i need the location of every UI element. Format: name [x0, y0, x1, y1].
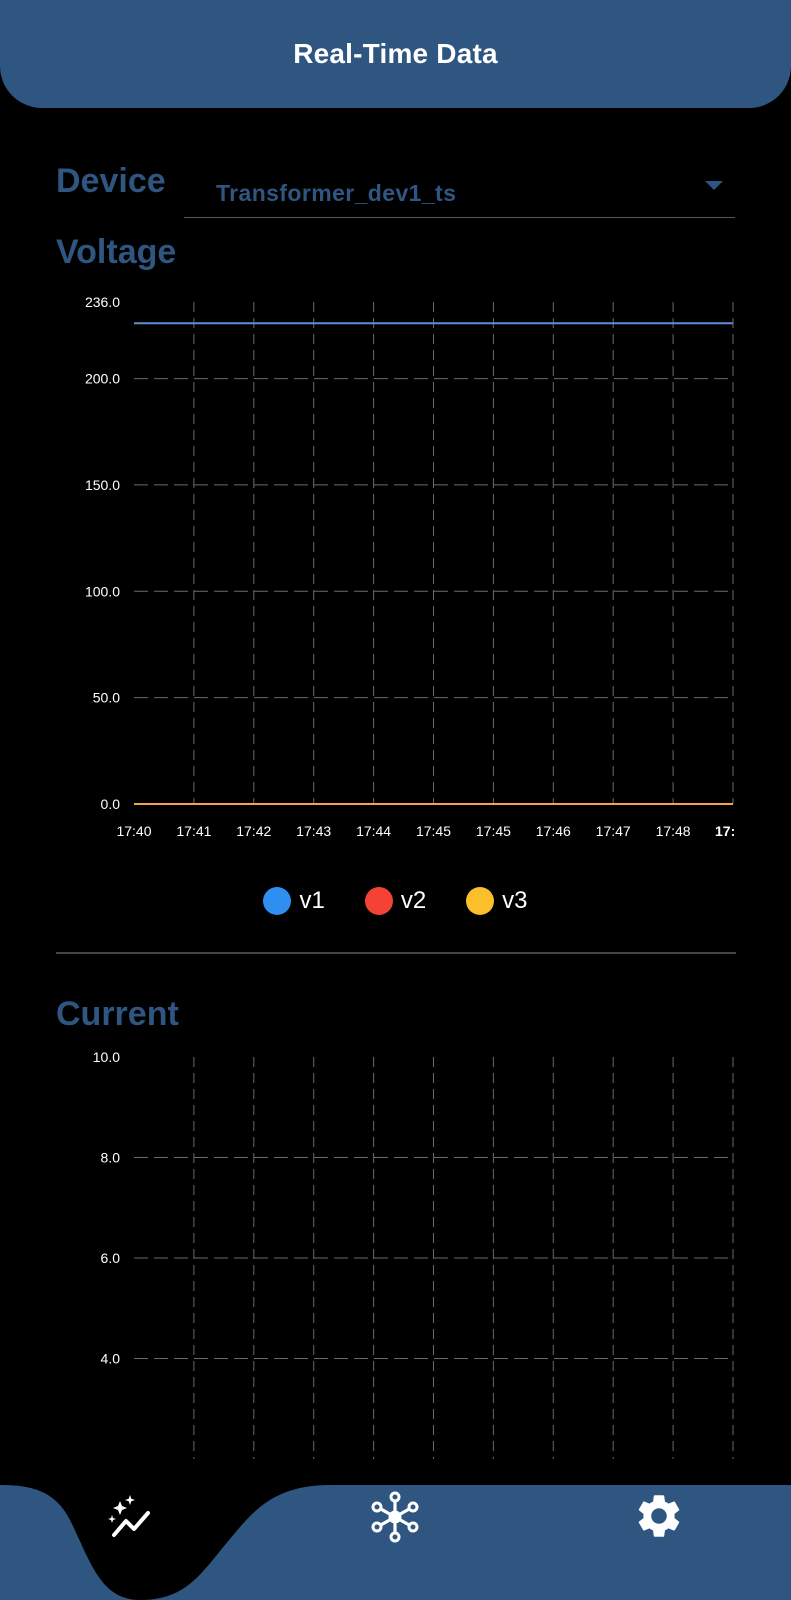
y-tick-label: 0.0 [101, 796, 121, 812]
nav-realtime-button[interactable] [104, 1491, 160, 1547]
device-dropdown[interactable]: Transformer_dev1_ts [184, 168, 735, 218]
x-tick-label: 17:45 [476, 823, 511, 839]
x-tick-label: 17:41 [176, 823, 211, 839]
legend-item-v1: v1 [263, 887, 325, 915]
app-header: Real-Time Data [0, 0, 791, 108]
legend-label-v3: v3 [502, 887, 528, 914]
legend-dot-v3 [466, 887, 495, 915]
x-tick-label: 17:46 [536, 823, 571, 839]
x-tick-label: 17:45 [416, 823, 451, 839]
x-tick-label: 17:44 [356, 823, 391, 839]
current-title: Current [56, 995, 179, 1033]
x-tick-label: 17:47 [596, 823, 631, 839]
voltage-title: Voltage [56, 233, 177, 271]
y-tick-label: 4.0 [101, 1351, 121, 1367]
network-hub-icon [371, 1491, 419, 1543]
x-tick-label: 17:40 [116, 823, 151, 839]
legend-dot-v1 [263, 887, 292, 915]
page-title: Real-Time Data [293, 38, 498, 69]
x-tick-label: 17:42 [236, 823, 271, 839]
nav-devices-button[interactable] [367, 1489, 423, 1545]
y-tick-label: 150.0 [85, 477, 120, 493]
voltage-chart-svg: 236.0 200.0 150.0 100.0 50.0 0.0 17:40 17:41 17:… [85, 294, 735, 839]
device-label: Device [56, 162, 166, 200]
y-tick-label: 200.0 [85, 371, 120, 387]
x-tick-label: 17:48 [656, 823, 691, 839]
legend-item-v2: v2 [364, 887, 427, 915]
x-tick-label: 17: [715, 823, 735, 839]
dropdown-caret-icon [705, 181, 723, 190]
bottom-nav-background [0, 1485, 791, 1600]
legend-label-v1: v1 [299, 887, 325, 914]
legend-label-v2: v2 [400, 887, 427, 914]
sparkle-chart-icon [108, 1495, 150, 1537]
y-tick-label: 100.0 [85, 583, 120, 599]
legend-dot-v2 [364, 887, 393, 915]
bottom-navigation [0, 1485, 791, 1600]
nav-settings-button[interactable] [633, 1490, 685, 1542]
y-tick-label: 6.0 [101, 1250, 121, 1266]
current-chart-svg: 10.0 8.0 6.0 4.0 [93, 1049, 734, 1459]
current-chart: 10.0 8.0 6.0 4.0 [0, 1040, 791, 1460]
x-tick-label: 17:43 [296, 823, 331, 839]
y-tick-label: 50.0 [93, 690, 120, 706]
y-tick-label: 236.0 [85, 294, 120, 310]
voltage-legend: v1 v2 v3 [0, 878, 791, 924]
device-selected-value: Transformer_dev1_ts [216, 180, 457, 206]
legend-item-v3: v3 [466, 887, 528, 915]
section-divider [56, 952, 736, 954]
voltage-chart: 236.0 200.0 150.0 100.0 50.0 0.0 17:40 17:41 17:… [0, 290, 791, 850]
y-tick-label: 10.0 [93, 1049, 120, 1065]
y-tick-label: 8.0 [101, 1150, 121, 1166]
gear-icon [638, 1495, 680, 1537]
